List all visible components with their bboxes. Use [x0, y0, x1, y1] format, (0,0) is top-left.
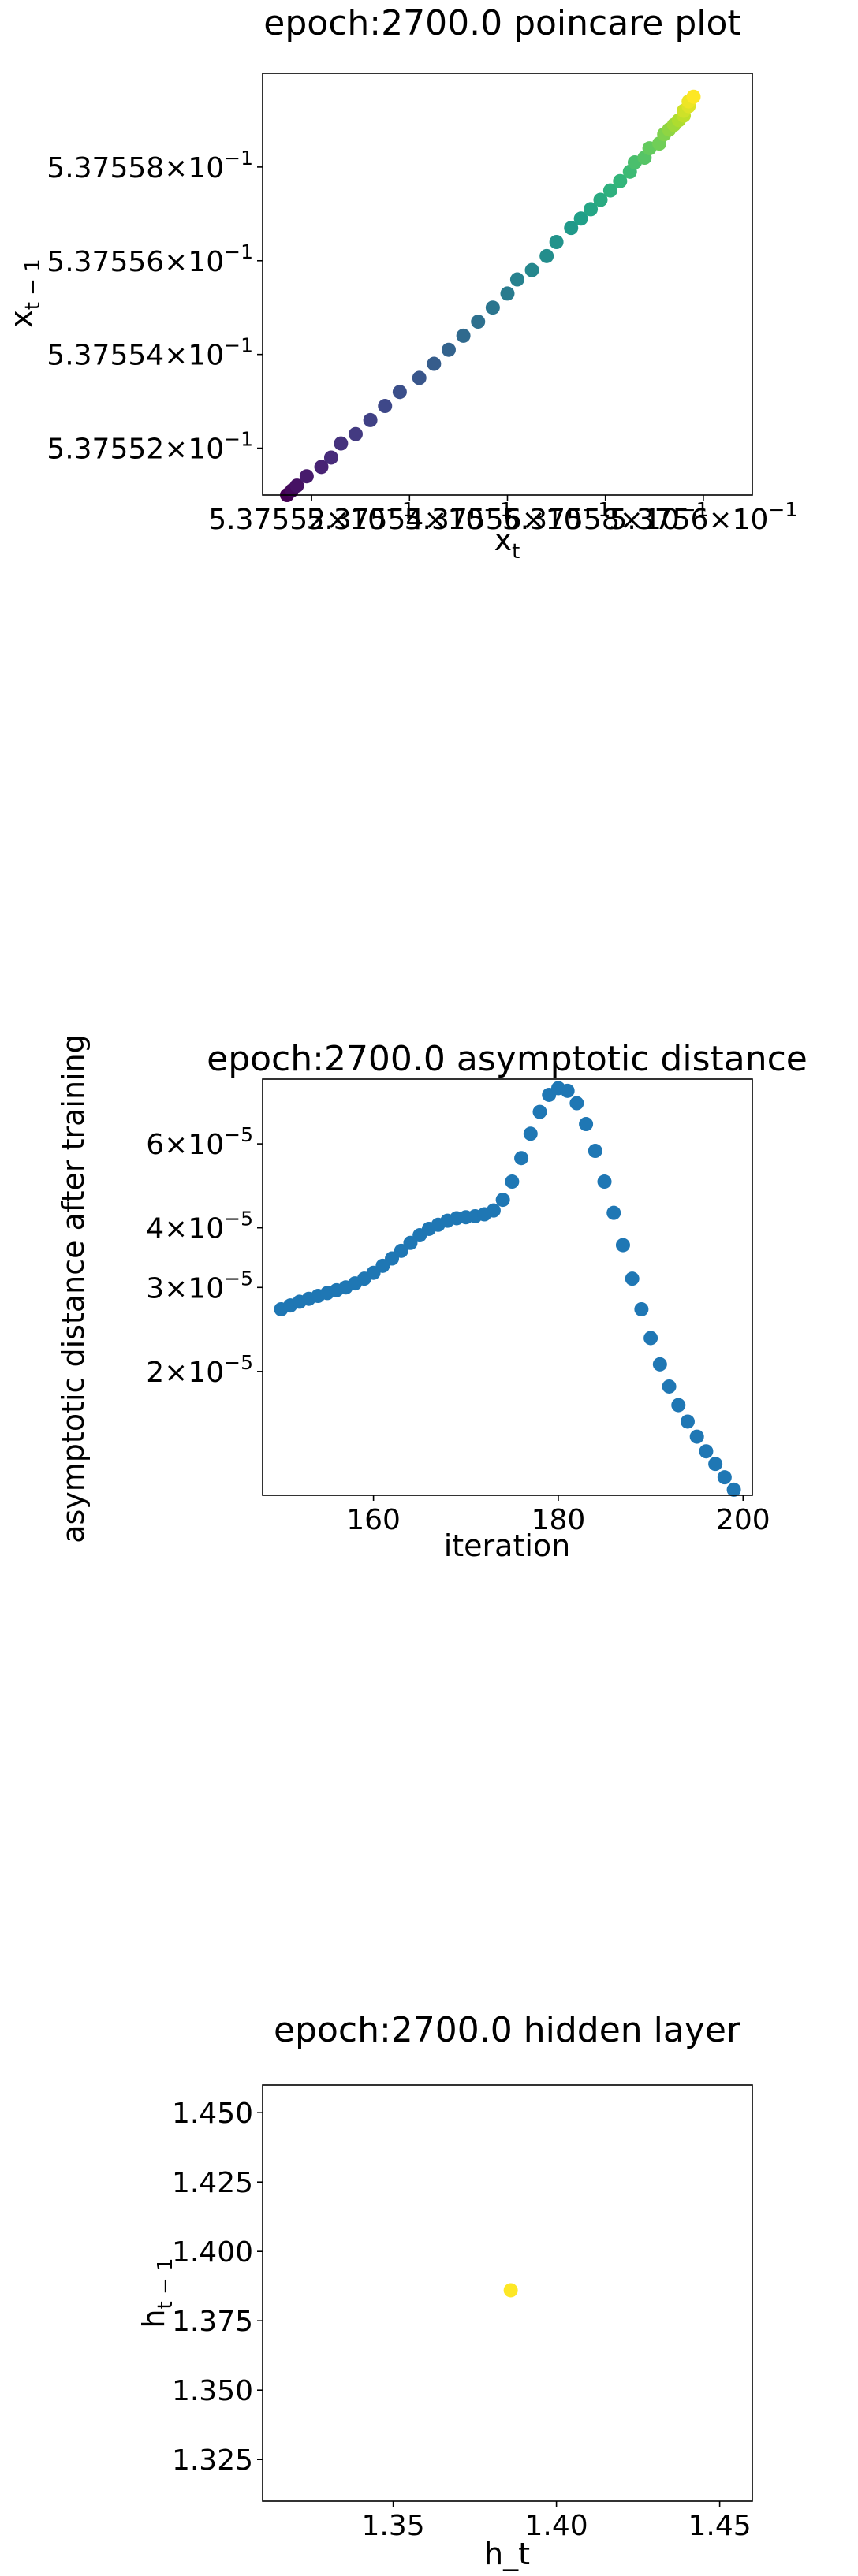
- data-point: [334, 436, 349, 451]
- data-point: [717, 1470, 732, 1485]
- data-point: [597, 1174, 612, 1189]
- y-tick-label: 1.350: [172, 2375, 253, 2407]
- data-point: [606, 1205, 621, 1220]
- x-tick-label: 160: [346, 1504, 401, 1536]
- data-point: [505, 1174, 520, 1189]
- x-tick-label: 5.37554×10−1: [306, 498, 513, 536]
- plot-area: 1.35 1.40 1.45 1.325 1.350 1.375 1.400 1.425 1.4…: [172, 2098, 752, 2542]
- chart-title: epoch:2700.0 hidden layer: [274, 2010, 741, 2050]
- data-point: [514, 1151, 529, 1166]
- chart-title: epoch:2700.0 asymptotic distance: [207, 1039, 808, 1079]
- data-point: [427, 356, 442, 371]
- data-point: [509, 272, 524, 287]
- data-point: [500, 286, 515, 301]
- y-tick-label: 1.400: [172, 2236, 253, 2269]
- plot-area: 160 180 200 2×10−5 3×10−5 4×10−5 6×10−5: [146, 1081, 770, 1536]
- x-tick-label: 5.37556×10−1: [405, 498, 611, 536]
- data-point: [503, 2283, 518, 2298]
- chart-asymptotic-distance: epoch:2700.0 asymptotic distance 160 180 2…: [56, 1034, 808, 1563]
- data-point: [392, 385, 407, 400]
- data-point: [299, 469, 314, 484]
- x-tick-label: 1.35: [362, 2510, 425, 2542]
- data-point: [363, 412, 378, 427]
- data-point: [532, 1104, 547, 1119]
- data-point: [560, 1083, 575, 1098]
- x-tick-label: 1.45: [688, 2510, 752, 2542]
- data-point: [699, 1444, 714, 1459]
- y-tick-label: 2×10−5: [146, 1351, 253, 1389]
- data-point: [671, 1398, 686, 1413]
- y-tick-label: 5.37558×10−1: [47, 147, 253, 184]
- x-tick-label: 5.37552×10−1: [208, 498, 415, 536]
- data-point: [613, 173, 628, 188]
- x-axis-label: iteration: [444, 1528, 571, 1563]
- data-point: [539, 248, 554, 263]
- x-axis-label: h_t: [484, 2537, 530, 2571]
- x-tick-label: 1.40: [525, 2510, 588, 2542]
- chart-hidden-layer: epoch:2700.0 hidden layer 1.35 1.40 1.451.…: [136, 2010, 753, 2571]
- data-point: [569, 1096, 584, 1111]
- data-point: [348, 426, 363, 441]
- plot-area: 5.37552×10−15.37554×10−15.37556×10−15.37…: [47, 89, 798, 536]
- data-point: [523, 1126, 538, 1141]
- data-point: [644, 1331, 658, 1346]
- y-axis-label: asymptotic distance after training: [56, 1034, 91, 1543]
- data-point: [394, 1243, 408, 1258]
- data-point: [652, 1357, 667, 1372]
- y-tick-label: 4×10−5: [146, 1208, 253, 1245]
- data-point: [726, 1482, 741, 1497]
- data-point: [441, 342, 456, 357]
- y-axis-label: xt − 1: [4, 259, 45, 328]
- data-point: [615, 1238, 630, 1253]
- data-point: [579, 1117, 594, 1132]
- y-tick-label: 5.37552×10−1: [47, 428, 253, 466]
- data-point: [314, 460, 329, 475]
- data-point: [323, 450, 338, 465]
- y-tick-label: 5.37556×10−1: [47, 240, 253, 278]
- y-tick-label: 1.325: [172, 2444, 253, 2477]
- data-point: [680, 1414, 695, 1429]
- data-point: [602, 183, 617, 198]
- plot-frame: [262, 73, 753, 496]
- data-point: [471, 315, 486, 329]
- y-tick-label: 6×10−5: [146, 1123, 253, 1161]
- data-point: [593, 192, 608, 207]
- data-point: [573, 211, 588, 226]
- data-point: [584, 202, 599, 217]
- data-point: [588, 1144, 602, 1159]
- data-point: [485, 300, 500, 315]
- data-point: [456, 328, 471, 343]
- data-point: [412, 370, 427, 385]
- data-point: [524, 262, 539, 277]
- data-point: [634, 1301, 649, 1316]
- x-tick-label: 5.3756×10−1: [610, 498, 798, 536]
- plot-frame: [262, 1078, 753, 1496]
- y-tick-label: 5.37554×10−1: [47, 334, 253, 372]
- data-point: [549, 235, 564, 249]
- data-point: [289, 478, 304, 493]
- data-point: [564, 221, 579, 236]
- x-tick-label: 5.37558×10−1: [502, 498, 709, 536]
- chart-title: epoch:2700.0 poincare plot: [263, 3, 740, 43]
- y-tick-label: 1.375: [172, 2306, 253, 2338]
- plot-frame: [262, 2084, 753, 2502]
- data-point: [686, 89, 701, 104]
- data-point: [495, 1193, 510, 1208]
- y-tick-label: 3×10−5: [146, 1267, 253, 1305]
- data-point: [486, 1203, 501, 1218]
- chart-poincare: epoch:2700.0 poincare plot 5.37552×10−15…: [4, 3, 797, 564]
- data-point: [689, 1429, 704, 1444]
- data-point: [662, 1379, 677, 1394]
- data-point: [708, 1457, 723, 1472]
- y-tick-label: 1.450: [172, 2098, 253, 2130]
- data-point: [378, 399, 393, 414]
- x-tick-label: 180: [532, 1504, 586, 1536]
- y-tick-label: 1.425: [172, 2167, 253, 2199]
- x-tick-label: 200: [716, 1504, 770, 1536]
- data-point: [625, 1271, 640, 1286]
